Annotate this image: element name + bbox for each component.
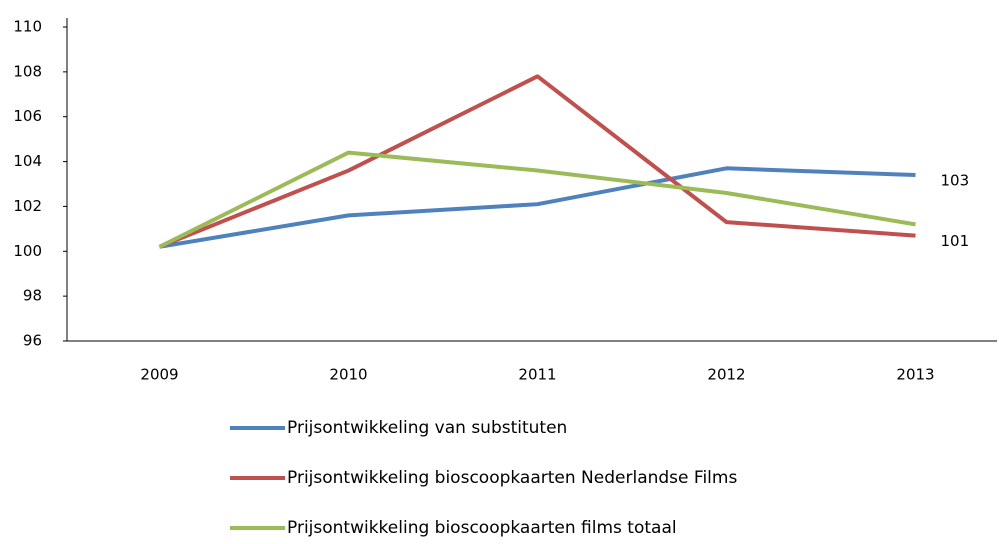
y-tick-label: 110 xyxy=(13,18,42,36)
legend-label: Prijsontwikkeling bioscoopkaarten films … xyxy=(287,518,677,538)
y-tick-label: 102 xyxy=(13,197,42,215)
x-tick-label: 2011 xyxy=(518,366,556,384)
y-tick-label: 104 xyxy=(13,152,42,170)
x-tick-label: 2010 xyxy=(329,366,367,384)
y-tick-label: 98 xyxy=(23,287,42,305)
y-tick-label: 108 xyxy=(13,62,42,80)
data-label: 101 xyxy=(941,232,970,250)
y-tick-label: 106 xyxy=(13,107,42,125)
legend-label: Prijsontwikkeling bioscoopkaarten Nederl… xyxy=(287,468,737,488)
legend-label: Prijsontwikkeling van substituten xyxy=(287,418,567,438)
y-tick-label: 100 xyxy=(13,242,42,260)
series-line xyxy=(158,150,916,249)
data-label: 103 xyxy=(941,172,970,190)
x-tick-label: 2012 xyxy=(707,366,745,384)
y-tick-label: 96 xyxy=(23,332,42,350)
series-line xyxy=(159,166,916,249)
x-tick-label: 2009 xyxy=(140,366,178,384)
x-tick-label: 2013 xyxy=(896,366,934,384)
series-line xyxy=(158,74,916,249)
